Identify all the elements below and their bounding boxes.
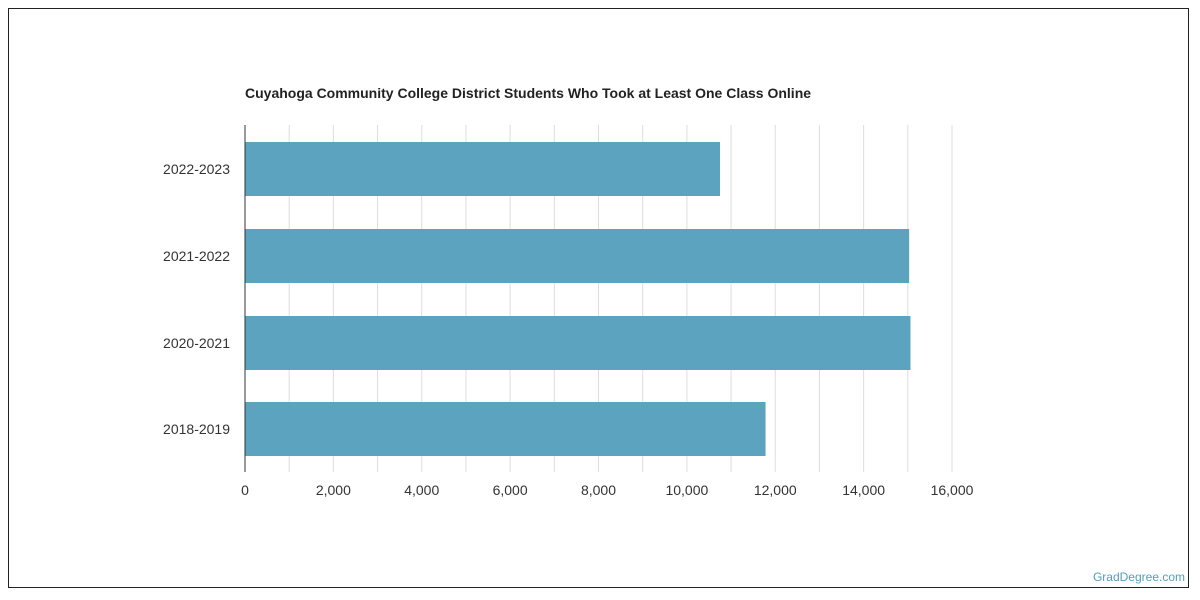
bar-2022-2023[interactable]: [245, 142, 721, 196]
category-label: 2022-2023: [163, 161, 230, 177]
x-tick-label: 10,000: [665, 482, 708, 498]
x-tick-label: 0: [241, 482, 249, 498]
source-credit-link[interactable]: GradDegree.com: [1092, 570, 1185, 584]
chart-title: Cuyahoga Community College District Stud…: [245, 85, 812, 101]
category-label: 2020-2021: [163, 335, 230, 351]
bar-2018-2019[interactable]: [245, 402, 766, 456]
category-label: 2018-2019: [163, 421, 230, 437]
x-tick-label: 4,000: [404, 482, 439, 498]
x-tick-label: 16,000: [931, 482, 974, 498]
x-tick-label: 8,000: [581, 482, 616, 498]
category-label: 2021-2022: [163, 248, 230, 264]
x-tick-label: 2,000: [316, 482, 351, 498]
x-tick-label: 6,000: [493, 482, 528, 498]
x-tick-label: 12,000: [754, 482, 797, 498]
bar-2020-2021[interactable]: [245, 316, 911, 370]
bar-2021-2022[interactable]: [245, 229, 910, 283]
x-tick-label: 14,000: [842, 482, 885, 498]
